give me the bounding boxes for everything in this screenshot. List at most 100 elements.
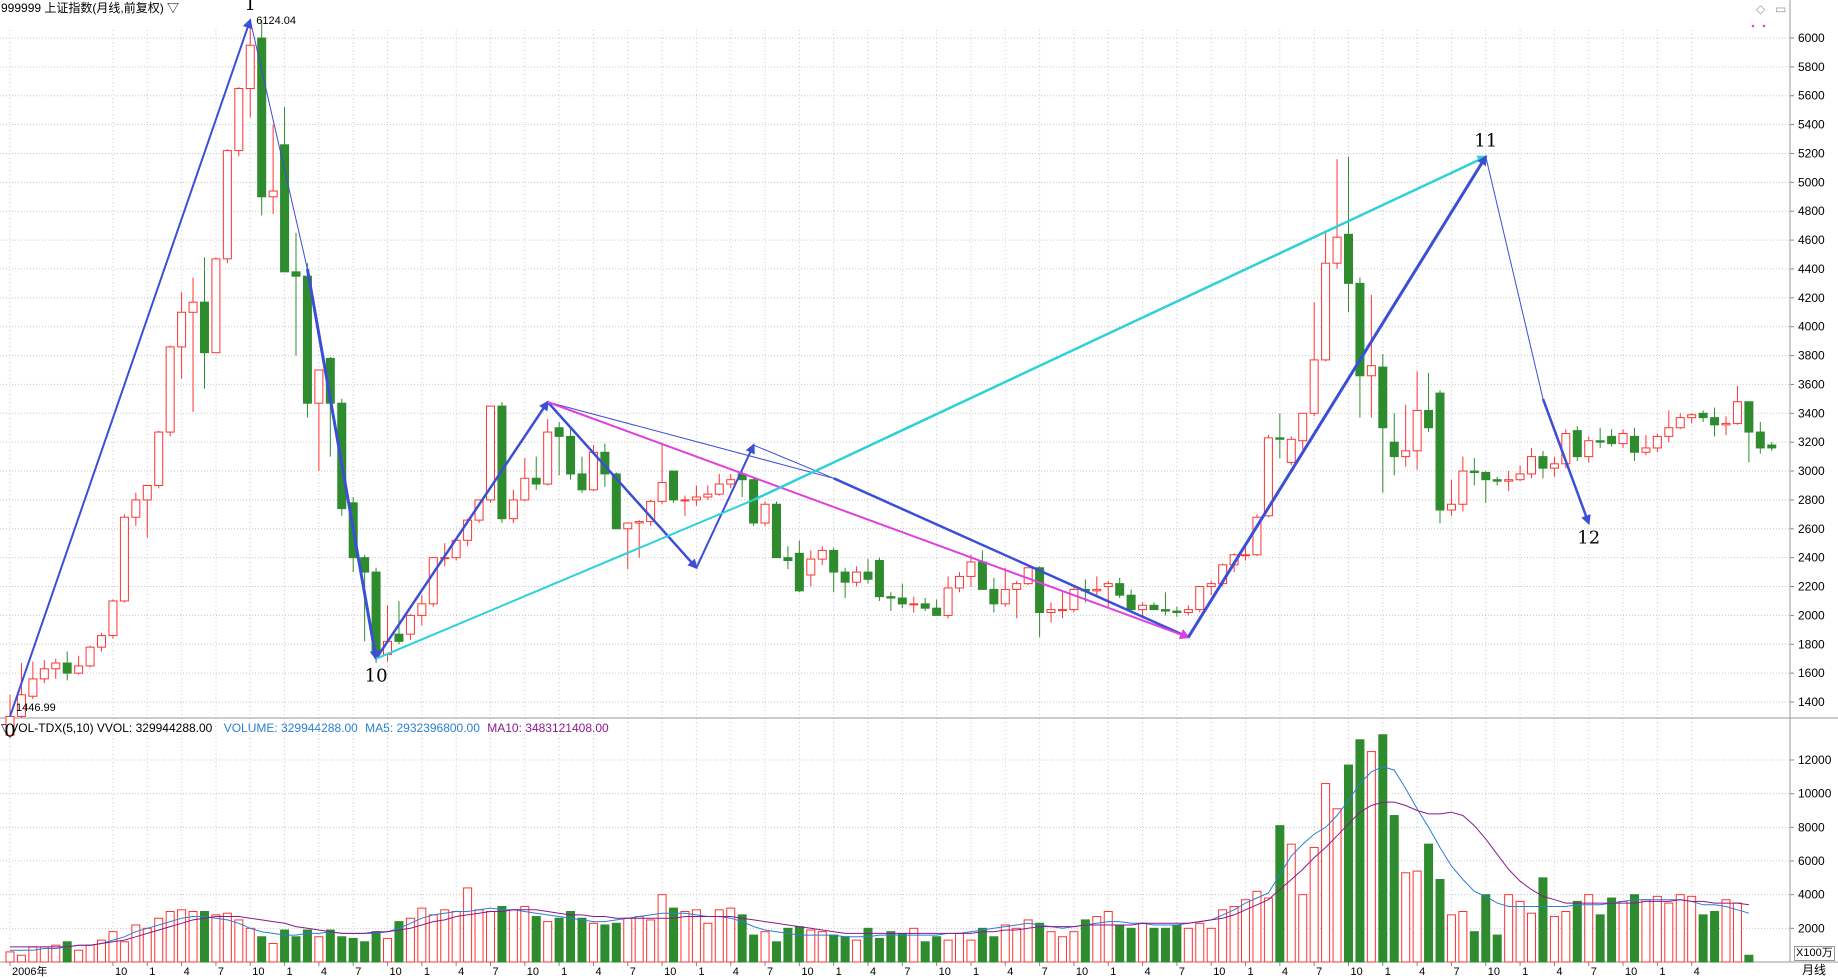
volume-bar xyxy=(669,907,679,963)
volume-bar xyxy=(1160,927,1170,963)
price-tick-label: 2600 xyxy=(1798,522,1825,536)
candle-body xyxy=(955,575,965,589)
candle-body xyxy=(1183,609,1193,614)
candle-body xyxy=(508,499,518,520)
volume-bar xyxy=(1469,931,1479,963)
candle-body xyxy=(1046,609,1056,614)
candle-body xyxy=(1618,433,1628,445)
candle-body xyxy=(1343,233,1353,284)
candle-body xyxy=(1435,392,1445,511)
wave-line-blue xyxy=(1541,398,1591,526)
candle-body xyxy=(1126,594,1136,611)
candle-body xyxy=(840,571,850,583)
volume-bar xyxy=(749,934,759,963)
volume-bar xyxy=(703,922,713,963)
candle-body xyxy=(1069,588,1079,611)
time-tick-label: 10 xyxy=(527,966,539,978)
volume-bar xyxy=(268,942,278,963)
volume-bar xyxy=(909,927,919,963)
time-tick-label: 1 xyxy=(1659,966,1665,978)
candle-body xyxy=(966,561,976,577)
volume-bar xyxy=(726,907,736,963)
candle-body xyxy=(1012,583,1022,590)
volume-bar xyxy=(1424,843,1434,963)
volume-bar xyxy=(943,939,953,963)
candle-body xyxy=(165,346,175,433)
candle-body xyxy=(531,477,541,485)
volume-bar xyxy=(497,905,507,963)
candle-body xyxy=(1263,437,1273,517)
candle-body xyxy=(1481,471,1491,481)
time-tick-label: 10 xyxy=(1213,966,1225,978)
price-tick-label: 1400 xyxy=(1798,695,1825,709)
time-tick-label: 7 xyxy=(1179,966,1185,978)
candle-body xyxy=(1115,583,1125,596)
candle-body xyxy=(634,521,644,524)
marker-dot xyxy=(1751,24,1755,28)
candle-body xyxy=(1092,588,1102,592)
time-tick-label: 7 xyxy=(1453,966,1459,978)
candle-body xyxy=(154,431,164,486)
volume-bar xyxy=(1057,936,1067,963)
candle-body xyxy=(1286,438,1296,463)
price-tick-label: 5600 xyxy=(1798,89,1825,103)
diamond-icon[interactable]: ◇ xyxy=(1756,2,1766,16)
volume-bar xyxy=(1527,912,1537,963)
volume-bar xyxy=(1332,808,1342,963)
volume-bar xyxy=(62,941,72,963)
volume-bar xyxy=(1549,916,1559,963)
candle-body xyxy=(1538,456,1548,469)
time-tick-label: 4 xyxy=(733,966,739,978)
time-tick-label: 10 xyxy=(1488,966,1500,978)
time-tick-label: 1 xyxy=(973,966,979,978)
candle-body xyxy=(520,477,530,501)
volume-bar xyxy=(1080,919,1090,963)
volume-bar xyxy=(634,916,644,963)
restore-window-icon[interactable]: ▭ xyxy=(1775,2,1787,16)
candle-body xyxy=(863,571,873,580)
volume-ma5-line xyxy=(10,766,1750,951)
chart-title: 999999 上证指数(月线,前复权) ▽ xyxy=(1,1,180,15)
candle-body xyxy=(783,557,793,562)
candle-body xyxy=(222,150,232,260)
candle-body xyxy=(977,561,987,590)
candle-body xyxy=(1595,440,1605,443)
candle-body xyxy=(1424,409,1434,429)
candle-body xyxy=(874,560,884,598)
time-tick-label: 4 xyxy=(1282,966,1288,978)
candle-body xyxy=(989,588,999,605)
volume-tick-label: 10000 xyxy=(1798,787,1832,801)
time-tick-label: 1 xyxy=(149,966,155,978)
candle-body xyxy=(714,483,724,495)
candle-body xyxy=(1629,435,1639,453)
time-tick-label: 4 xyxy=(1556,966,1562,978)
candle-body xyxy=(657,482,667,502)
volume-bar xyxy=(222,912,232,963)
candle-body xyxy=(577,473,587,491)
wave-line-blue xyxy=(249,19,308,270)
volume-bar xyxy=(1744,954,1754,963)
vol-volume-label: VOLUME: 329944288.00 xyxy=(223,721,358,735)
candle-body xyxy=(177,311,187,348)
candle-body xyxy=(1172,610,1182,614)
candle-body xyxy=(211,258,221,354)
candle-body xyxy=(280,144,290,273)
price-tick-label: 3800 xyxy=(1798,349,1825,363)
volume-bar xyxy=(463,887,473,963)
volume-bar xyxy=(566,911,576,963)
candle-body xyxy=(543,431,553,485)
price-tick-label: 3400 xyxy=(1798,406,1825,420)
volume-bar xyxy=(280,929,290,963)
candle-body xyxy=(85,646,95,667)
candle-body xyxy=(1607,435,1617,445)
volume-bar xyxy=(131,924,141,963)
candle-body xyxy=(39,668,49,680)
volume-bar xyxy=(554,917,564,963)
volume-bar xyxy=(1309,847,1319,963)
time-tick-label: 1 xyxy=(698,966,704,978)
volume-bar xyxy=(714,909,724,963)
time-tick-label: 10 xyxy=(115,966,127,978)
extreme-price-label: 1446.99 xyxy=(16,702,56,714)
period-label: 月线 xyxy=(1802,963,1827,977)
